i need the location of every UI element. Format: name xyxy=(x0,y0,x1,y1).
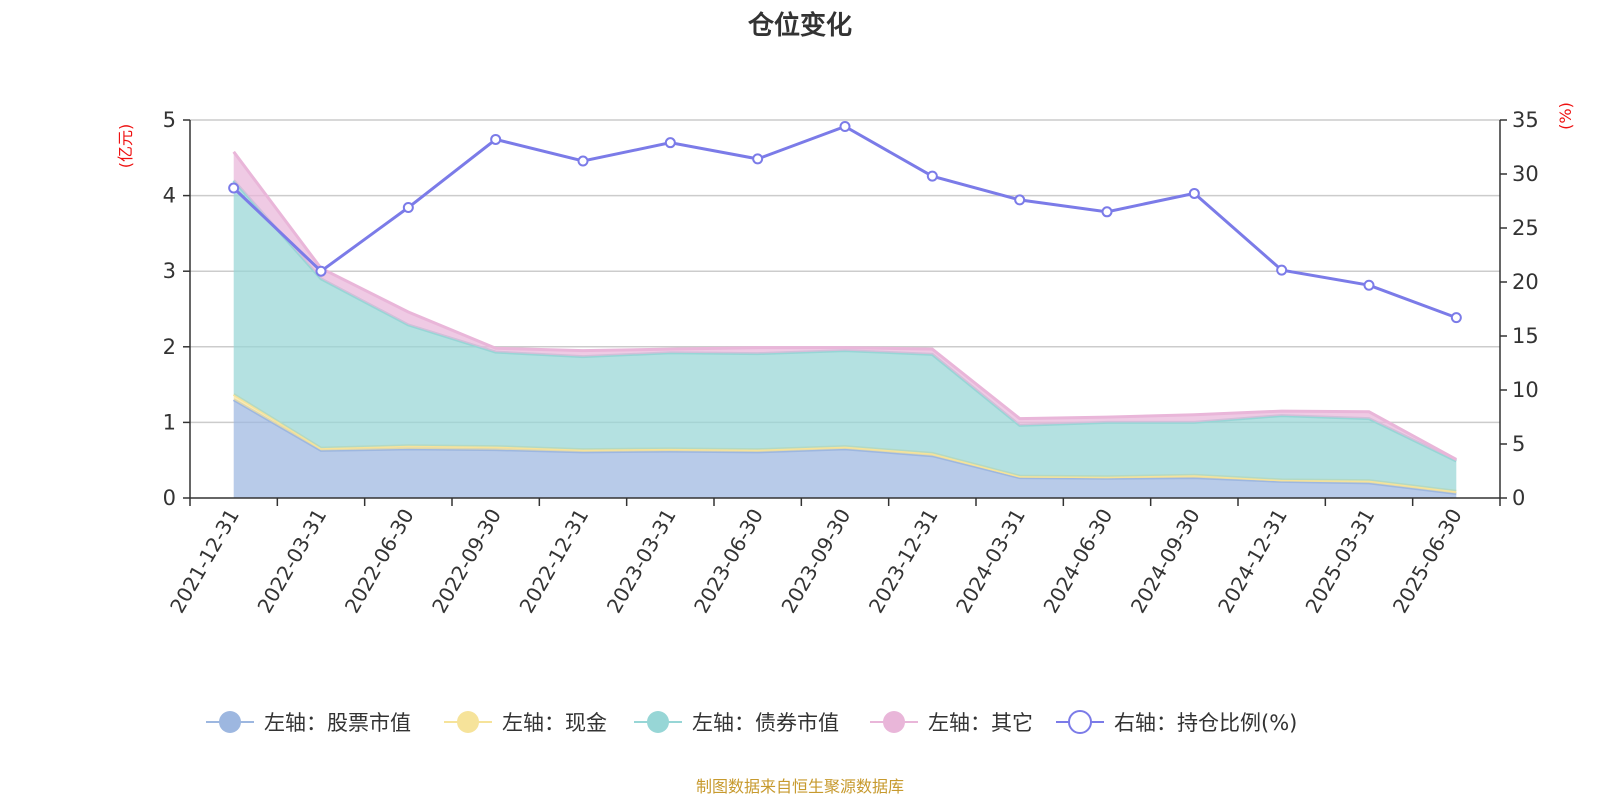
ratio-point xyxy=(839,120,851,132)
legend-marker xyxy=(647,711,669,733)
x-tick-label: 2022-03-31 xyxy=(252,505,331,618)
ratio-point xyxy=(577,155,589,167)
x-tick-label: 2024-06-30 xyxy=(1038,505,1117,618)
x-tick-label: 2024-09-30 xyxy=(1126,505,1205,618)
x-tick-label: 2022-06-30 xyxy=(340,505,419,618)
ratio-point xyxy=(926,170,938,182)
ratio-point xyxy=(1276,264,1288,276)
x-tick-label: 2023-09-30 xyxy=(776,505,855,618)
right-tick-label: 5 xyxy=(1512,432,1525,456)
ratio-point xyxy=(1188,187,1200,199)
right-tick-label: 30 xyxy=(1512,162,1539,186)
ratio-point xyxy=(752,153,764,165)
x-tick-label: 2022-09-30 xyxy=(427,504,506,617)
area-edge-4 xyxy=(232,150,1458,461)
x-tick-label: 2023-06-30 xyxy=(689,505,768,618)
area-series-1 xyxy=(233,399,1457,498)
legend-label: 左轴：其它 xyxy=(928,711,1033,735)
x-tick-label: 2025-06-30 xyxy=(1388,505,1467,618)
legend-item-5: 右轴：持仓比例(%) xyxy=(1056,710,1297,735)
left-tick-label: 2 xyxy=(163,335,176,359)
legend-marker xyxy=(219,711,241,733)
ratio-point xyxy=(228,182,240,194)
x-tick-label: 2025-03-31 xyxy=(1300,505,1379,618)
stacked-areas xyxy=(232,150,1458,498)
data-source-note: 制图数据来自恒生聚源数据库 xyxy=(696,777,904,796)
ratio-point xyxy=(490,133,502,145)
area-series-3 xyxy=(233,180,1457,492)
ratio-line xyxy=(228,120,1462,324)
legend-item-3: 左轴：债券市值 xyxy=(634,711,839,735)
left-tick-label: 5 xyxy=(163,108,176,132)
x-tick-label: 2024-03-31 xyxy=(951,505,1030,618)
left-tick-label: 4 xyxy=(163,184,176,208)
legend: 左轴：股票市值 左轴：现金 左轴：债券市值 左轴：其它 右轴：持仓比例(%) xyxy=(206,710,1297,735)
x-tick-label: 2023-03-31 xyxy=(602,505,681,618)
legend-item-2: 左轴：现金 xyxy=(444,711,607,735)
right-axis-unit: (%) xyxy=(1556,102,1575,130)
left-tick-label: 1 xyxy=(163,410,176,434)
x-tick-label: 2021-12-31 xyxy=(165,505,244,618)
x-tick-label: 2023-12-31 xyxy=(864,504,943,617)
ratio-point xyxy=(1450,312,1462,324)
left-tick-label: 0 xyxy=(163,486,176,510)
legend-item-4: 左轴：其它 xyxy=(870,711,1033,735)
ratio-point xyxy=(664,137,676,149)
ratio-point xyxy=(1363,279,1375,291)
legend-label: 左轴：股票市值 xyxy=(264,711,411,735)
right-tick-label: 10 xyxy=(1512,378,1539,402)
x-tick-label: 2022-12-31 xyxy=(514,505,593,618)
legend-label: 左轴：现金 xyxy=(502,711,607,735)
chart-title: 仓位变化 xyxy=(747,10,852,41)
ratio-polyline xyxy=(232,124,1457,320)
right-tick-label: 0 xyxy=(1512,486,1525,510)
legend-item-1: 左轴：股票市值 xyxy=(206,711,411,735)
left-axis-unit: (亿元) xyxy=(116,124,135,169)
legend-marker xyxy=(883,711,905,733)
ratio-point xyxy=(402,201,414,213)
left-tick-label: 3 xyxy=(163,259,176,283)
ratio-point xyxy=(1101,206,1113,218)
ratio-point xyxy=(315,265,327,277)
right-tick-label: 20 xyxy=(1512,270,1539,294)
x-tick-label: 2024-12-31 xyxy=(1213,505,1292,618)
legend-marker xyxy=(457,711,479,733)
ratio-point xyxy=(1014,194,1026,206)
legend-label: 右轴：持仓比例(%) xyxy=(1114,711,1297,735)
legend-marker xyxy=(1068,710,1092,734)
right-tick-label: 25 xyxy=(1512,216,1539,240)
right-tick-label: 35 xyxy=(1512,108,1539,132)
legend-label: 左轴：债券市值 xyxy=(692,711,839,735)
right-tick-label: 15 xyxy=(1512,324,1539,348)
